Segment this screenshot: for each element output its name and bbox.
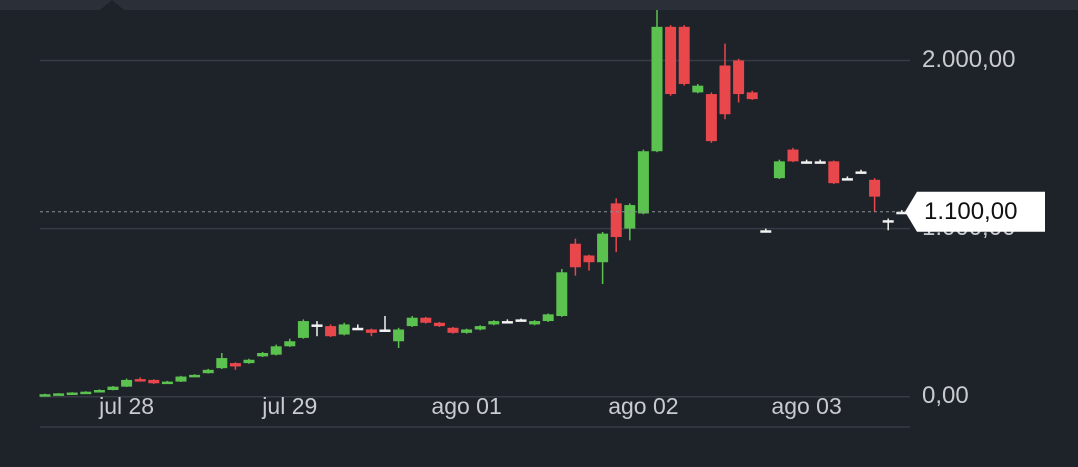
candle-body <box>882 220 894 223</box>
x-tick-label: jul 28 <box>98 393 154 419</box>
candle-body <box>501 321 513 324</box>
candle-body <box>338 324 350 335</box>
candle-body <box>189 374 201 378</box>
candle-body <box>66 392 78 396</box>
candle-body <box>148 379 160 384</box>
candle-body <box>474 326 486 330</box>
candle-body <box>773 161 785 179</box>
x-tick-label: jul 29 <box>261 393 317 419</box>
candle-body <box>529 321 541 325</box>
candle-body <box>229 363 241 367</box>
candle-body <box>705 94 717 142</box>
candle-body <box>39 394 51 397</box>
tab-pointer <box>100 0 124 10</box>
candle-body <box>352 327 364 331</box>
candle-body <box>814 161 826 164</box>
candle-body <box>216 358 228 369</box>
candle-body <box>257 353 269 357</box>
candle-body <box>107 386 119 391</box>
x-tick-label: ago 03 <box>771 393 841 419</box>
candle-body <box>733 60 745 95</box>
candle-body <box>121 379 133 387</box>
top-bar <box>0 0 1078 10</box>
candle-body <box>461 329 473 333</box>
candle-body <box>746 92 758 100</box>
y-tick-label: 0,00 <box>922 382 969 409</box>
candle-body <box>896 211 908 215</box>
last-price-label: 1.100,00 <box>924 198 1017 225</box>
candle-body <box>841 178 853 181</box>
candle-body <box>651 26 663 152</box>
candle-body <box>719 65 731 115</box>
candle-body <box>760 230 772 233</box>
candle-body <box>420 317 432 323</box>
candle-body <box>692 85 704 93</box>
candle-body <box>80 391 92 395</box>
candle-body <box>855 171 867 174</box>
last-price-tag <box>905 191 1045 232</box>
candle-body <box>597 233 609 263</box>
candle-body <box>583 255 595 263</box>
candle-body <box>569 243 581 268</box>
candle-body <box>134 379 146 382</box>
candle-body <box>297 321 309 338</box>
candle-body <box>556 272 568 317</box>
candle-body <box>488 321 500 325</box>
candle-body <box>447 327 459 333</box>
candle-body <box>678 26 690 84</box>
candle-body <box>202 369 214 374</box>
candle-body <box>53 393 65 396</box>
candle-body <box>787 149 799 162</box>
candle-body <box>311 324 323 327</box>
candle-body <box>637 151 649 214</box>
candle-body <box>379 329 391 332</box>
x-tick-label: ago 02 <box>608 393 678 419</box>
candle-body <box>406 317 418 327</box>
x-tick-label: ago 01 <box>431 393 501 419</box>
candle-body <box>610 203 622 237</box>
candle-body <box>325 326 337 337</box>
candle-body <box>365 329 377 333</box>
candle-body <box>542 314 554 322</box>
candle-body <box>665 26 677 95</box>
candle-body <box>161 381 173 385</box>
candle-body <box>515 319 527 322</box>
candle-body <box>624 205 636 229</box>
candle-body <box>243 359 255 364</box>
candle-body <box>284 341 296 347</box>
candle-body <box>801 161 813 164</box>
candle-body <box>828 161 840 184</box>
candle-body <box>869 179 881 197</box>
y-tick-label: 2.000,00 <box>922 46 1015 73</box>
candle-body <box>175 376 187 382</box>
candle-body <box>270 346 282 355</box>
candle-body <box>393 329 405 342</box>
candle-body <box>93 390 105 393</box>
candle-body <box>433 322 445 327</box>
